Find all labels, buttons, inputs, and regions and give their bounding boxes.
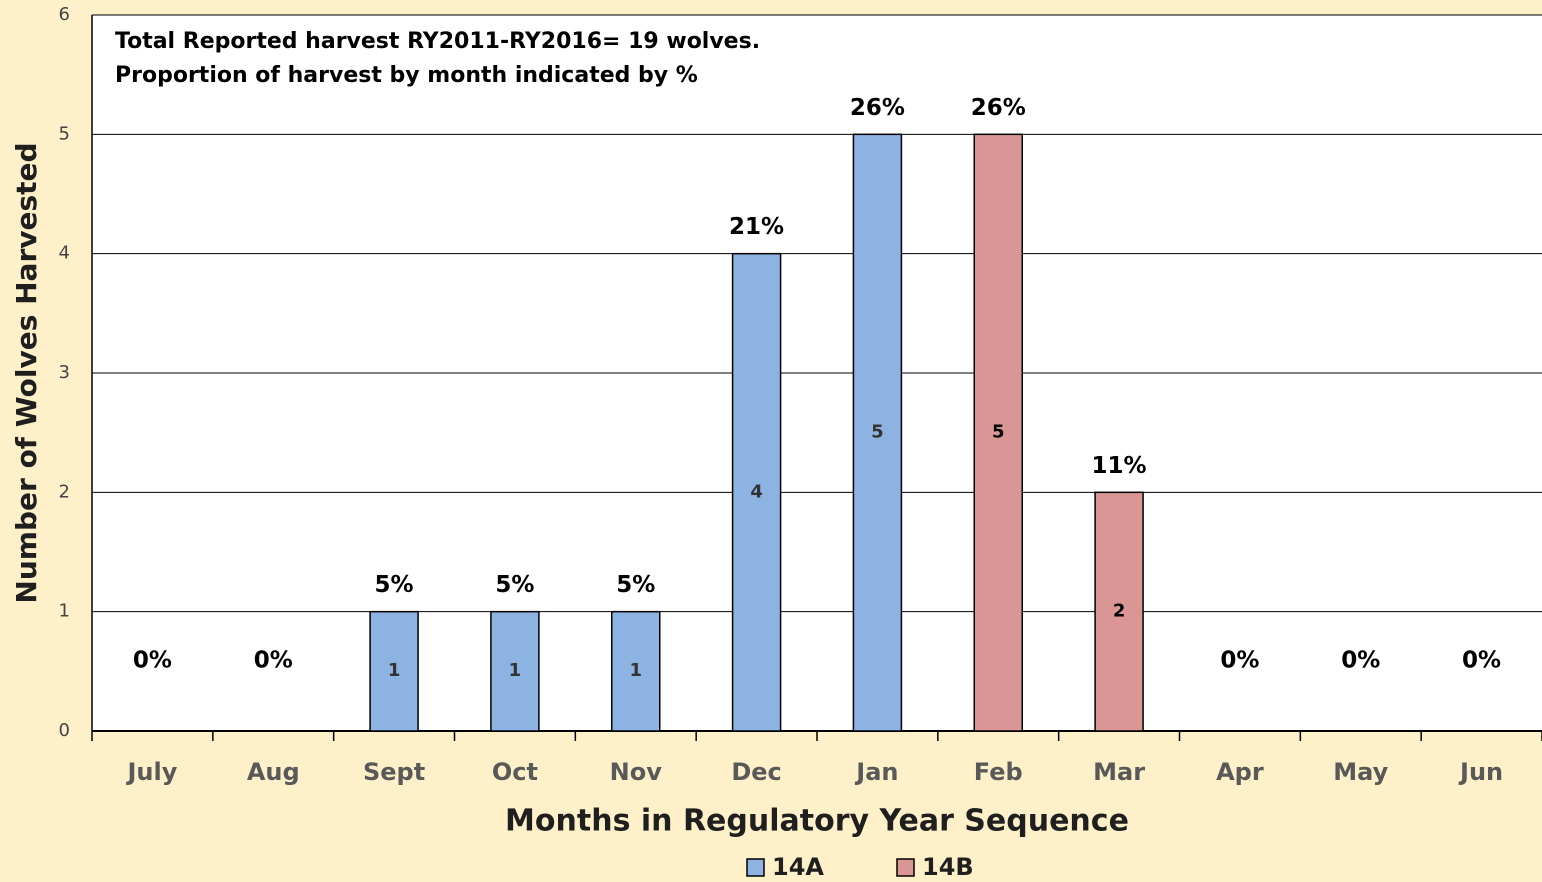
percent-label: 0% xyxy=(1220,648,1259,674)
legend-label: 14A xyxy=(772,853,824,881)
bar xyxy=(1094,491,1144,732)
bar xyxy=(973,133,1023,732)
percent-label: 26% xyxy=(850,95,905,121)
percent-label: 0% xyxy=(254,648,293,674)
bar-value-label: 1 xyxy=(509,660,522,681)
x-tick-label: July xyxy=(125,758,177,786)
x-tick-label: Sept xyxy=(363,758,425,786)
percent-label: 5% xyxy=(375,572,414,598)
percent-label: 5% xyxy=(495,572,534,598)
bar xyxy=(852,133,903,732)
y-tick-label: 0 xyxy=(59,720,70,741)
bar xyxy=(731,252,782,732)
x-tick-label: Mar xyxy=(1093,758,1145,786)
bar xyxy=(490,610,540,732)
x-tick-label: Nov xyxy=(610,758,663,786)
x-tick-label: Apr xyxy=(1216,758,1264,786)
y-tick-label: 4 xyxy=(59,243,70,264)
legend-swatch xyxy=(746,858,765,877)
x-axis-label: Months in Regulatory Year Sequence xyxy=(505,804,1129,839)
percent-label: 11% xyxy=(1092,453,1147,479)
y-tick-label: 3 xyxy=(59,362,70,383)
bar-value-label: 1 xyxy=(629,660,642,681)
x-tick-label: Jun xyxy=(1458,758,1503,786)
y-tick-label: 1 xyxy=(59,601,70,622)
y-axis-label: Number of Wolves Harvested xyxy=(10,142,43,603)
annotation: Proportion of harvest by month indicated… xyxy=(115,63,698,88)
x-tick-label: Oct xyxy=(492,758,538,786)
percent-label: 0% xyxy=(133,648,172,674)
bar xyxy=(369,610,419,732)
bar xyxy=(611,610,661,732)
bar-value-label: 2 xyxy=(1113,601,1126,622)
percent-label: 0% xyxy=(1341,648,1380,674)
x-tick-label: Aug xyxy=(247,758,300,786)
percent-label: 0% xyxy=(1462,648,1501,674)
percent-label: 5% xyxy=(616,572,655,598)
bar-value-label: 5 xyxy=(992,422,1005,443)
legend-swatch xyxy=(896,858,915,877)
annotation: Total Reported harvest RY2011-RY2016= 19… xyxy=(115,29,760,54)
y-tick-label: 2 xyxy=(59,481,70,502)
x-tick-label: May xyxy=(1333,758,1388,786)
y-tick-label: 6 xyxy=(59,4,70,25)
percent-label: 26% xyxy=(971,95,1026,121)
y-tick-label: 5 xyxy=(59,123,70,144)
bar-value-label: 1 xyxy=(388,660,401,681)
bar-value-label: 5 xyxy=(871,422,884,443)
x-tick-label: Jan xyxy=(854,758,898,786)
bar-value-label: 4 xyxy=(750,481,763,502)
percent-label: 21% xyxy=(729,214,784,240)
x-tick-label: Dec xyxy=(731,758,781,786)
x-tick-label: Feb xyxy=(974,758,1023,786)
legend-label: 14B xyxy=(922,853,974,881)
